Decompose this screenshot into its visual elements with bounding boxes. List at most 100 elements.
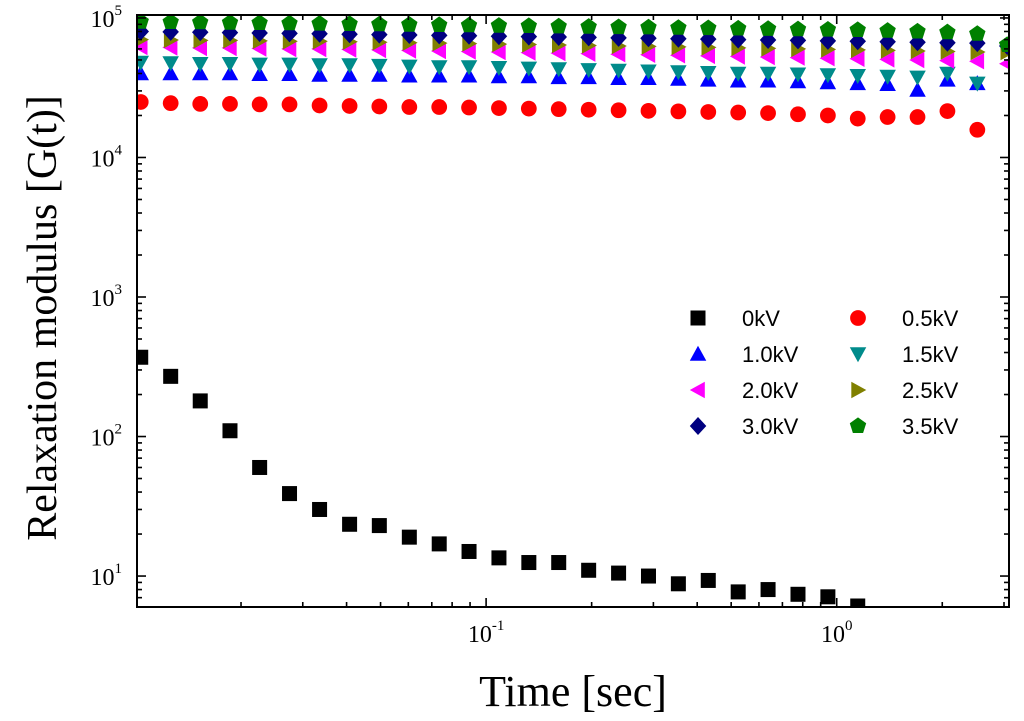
data-point-2-0kv	[137, 38, 148, 56]
legend-item-0kv: 0kV	[690, 306, 780, 331]
data-point-2-0kv	[460, 43, 476, 60]
data-point-2-0kv	[341, 41, 357, 58]
data-point-1-5kv	[401, 59, 418, 75]
data-point-3-5kv	[251, 15, 268, 30]
data-point-1-0kv	[281, 66, 298, 81]
data-point-0-5kv	[192, 96, 209, 112]
data-point-0kv	[461, 543, 477, 559]
data-point-0-5kv	[461, 99, 477, 116]
x-tick-label: 10-1	[468, 618, 505, 648]
data-point-0kv	[850, 598, 866, 607]
data-point-0-5kv	[222, 96, 238, 112]
series-1-5kv	[137, 55, 986, 92]
data-point-0-5kv	[431, 99, 448, 115]
data-point-0kv	[581, 562, 597, 578]
data-point-0kv	[163, 368, 179, 384]
data-point-0-5kv	[909, 109, 926, 125]
data-point-3-5kv	[759, 20, 777, 36]
data-point-0-5kv	[730, 104, 747, 121]
data-point-1-5kv	[610, 63, 627, 79]
data-point-1-0kv	[341, 66, 358, 82]
data-point-0kv	[491, 550, 507, 566]
data-point-3-5kv	[520, 17, 537, 33]
data-point-0kv	[551, 555, 567, 571]
data-point-1-0kv	[251, 66, 268, 81]
data-point-2-0kv	[520, 44, 536, 61]
data-point-2-0kv	[371, 41, 387, 59]
data-point-1-5kv	[700, 66, 717, 81]
y-tick-label: 104	[91, 142, 123, 172]
data-point-1-5kv	[670, 65, 687, 81]
legend: 0kV 0.5kV 1.0kV 1.5kV 2.0kV 2.5kV 3.0kV 3.5kV	[689, 306, 959, 439]
data-point-3-5kv	[281, 15, 298, 31]
data-point-1-0kv	[401, 67, 418, 83]
data-point-1-5kv	[819, 68, 837, 84]
legend-marker-0-5kv	[850, 310, 866, 326]
data-point-0kv	[790, 586, 806, 602]
data-point-2-0kv	[909, 51, 925, 69]
data-point-2-0kv	[580, 45, 596, 62]
legend-item-3-0kv: 3.0kV	[689, 414, 799, 439]
data-point-1-5kv	[311, 58, 328, 74]
data-point-0kv	[611, 565, 627, 581]
data-point-0kv	[222, 423, 238, 439]
data-point-3-5kv	[580, 18, 597, 34]
data-point-0-5kv	[760, 105, 776, 121]
data-point-0-5kv	[491, 100, 507, 116]
data-point-0kv	[192, 393, 208, 409]
data-point-0kv	[312, 501, 328, 517]
data-point-2-0kv	[759, 48, 775, 66]
data-point-3-5kv	[401, 16, 418, 32]
data-point-0-5kv	[520, 100, 537, 117]
data-point-0-5kv	[137, 94, 149, 110]
legend-marker-2-0kv	[689, 381, 705, 399]
data-point-3-5kv	[640, 18, 657, 35]
data-point-3-5kv	[879, 22, 896, 38]
data-point-2-0kv	[550, 44, 566, 62]
data-point-2-0kv	[490, 43, 506, 61]
data-point-2-0kv	[401, 42, 417, 59]
data-point-3-5kv	[789, 20, 807, 37]
series-0kv	[137, 349, 866, 607]
series-0-5kv	[137, 94, 986, 138]
axes-layer: 101 102 103 104 105 10-1 100	[91, 3, 1009, 648]
data-point-0-5kv	[969, 121, 986, 138]
data-point-1-0kv	[909, 81, 926, 97]
data-point-2-0kv	[311, 40, 327, 58]
data-point-3-5kv	[490, 17, 508, 33]
data-point-1-0kv	[192, 65, 209, 81]
data-point-0kv	[282, 486, 298, 502]
data-point-0kv	[401, 529, 417, 545]
data-point-3-5kv	[969, 25, 986, 41]
legend-label: 0.5kV	[902, 306, 959, 331]
data-point-2-0kv	[221, 39, 237, 57]
data-point-0kv	[521, 555, 537, 571]
data-point-2-0kv	[162, 39, 178, 56]
data-point-1-5kv	[520, 61, 538, 77]
data-point-1-5kv	[192, 57, 209, 72]
data-point-1-5kv	[759, 66, 777, 82]
data-point-1-5kv	[221, 57, 239, 72]
data-point-1-5kv	[490, 61, 508, 76]
data-point-1-5kv	[729, 66, 747, 82]
data-point-3-5kv	[849, 21, 866, 37]
data-point-3-5kv	[460, 16, 478, 33]
data-point-3-5kv	[162, 15, 179, 29]
data-point-0-5kv	[580, 101, 597, 118]
data-point-1-5kv	[879, 69, 896, 85]
data-point-2-0kv	[789, 49, 805, 66]
data-point-0kv	[342, 516, 358, 532]
legend-marker-0kv	[690, 310, 706, 326]
data-point-1-5kv	[371, 58, 388, 74]
data-point-2-0kv	[879, 51, 895, 68]
data-point-2-0kv	[819, 49, 835, 67]
data-point-1-5kv	[162, 56, 179, 72]
data-point-0kv	[760, 582, 776, 598]
data-point-0kv	[640, 568, 656, 584]
legend-marker-2-5kv	[851, 381, 867, 399]
data-point-3-5kv	[730, 19, 747, 36]
data-point-0-5kv	[700, 104, 717, 120]
x-axis-label: Time [sec]	[479, 667, 667, 716]
data-point-2-0kv	[431, 42, 446, 60]
legend-item-2-0kv: 2.0kV	[689, 378, 799, 403]
